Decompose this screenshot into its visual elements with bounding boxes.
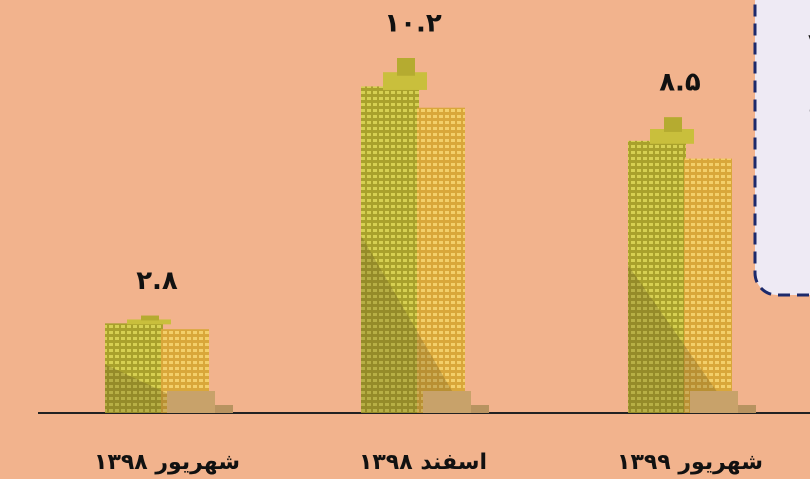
crown-top <box>141 315 159 321</box>
value-label: ۱۰.۲ <box>384 9 442 39</box>
x-tick-label: شهریور ۱۳۹۸ <box>94 450 240 475</box>
annex-small <box>471 405 489 413</box>
annex-small <box>215 405 233 413</box>
crown <box>383 72 427 90</box>
tower-left <box>628 140 686 414</box>
tower-right <box>417 107 465 413</box>
crown-top <box>664 117 682 132</box>
tower-left <box>105 323 163 413</box>
shadow <box>628 265 732 413</box>
building-bar <box>628 117 756 414</box>
building-bar <box>361 58 489 414</box>
value-label: ۲.۸ <box>136 266 178 296</box>
callout-text: د ۳ <box>808 27 810 60</box>
callout-text: ت <box>808 90 810 123</box>
annex <box>690 391 738 413</box>
annex-small <box>738 405 756 413</box>
x-tick-label: اسفند ۱۳۹۸ <box>359 450 487 475</box>
building-bar <box>105 315 233 413</box>
x-tick-label: شهریور ۱۳۹۹ <box>617 450 763 475</box>
value-label: ۸.۵ <box>659 68 701 98</box>
tower-right <box>684 158 732 413</box>
tower-left <box>361 86 419 414</box>
callout-box <box>753 0 810 297</box>
shadow <box>361 235 465 413</box>
crown-top <box>397 58 415 76</box>
plot-area: ۲.۸ شهریور ۱۳۹۸ ۱۰.۲ اسفند ۱۳۹۸ ۸.۵ شهریور ۱۳… <box>94 9 763 476</box>
crown <box>650 129 694 144</box>
annex <box>167 391 215 413</box>
crown <box>127 319 171 325</box>
annex <box>423 391 471 413</box>
